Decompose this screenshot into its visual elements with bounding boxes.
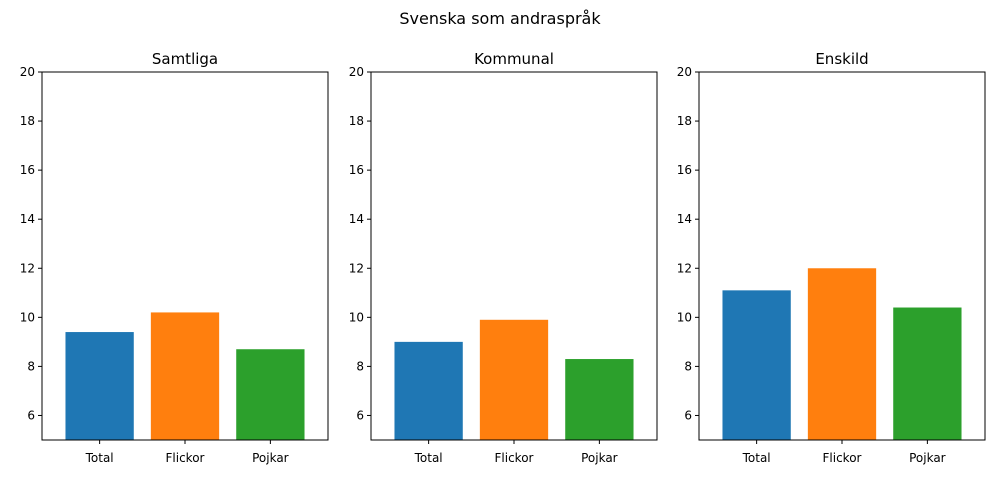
x-tick-label: Pojkar [909,451,946,465]
subplot-title: Samtliga [152,50,218,68]
y-tick-label: 20 [349,65,364,79]
y-tick-label: 6 [684,408,692,422]
y-tick-label: 16 [349,163,364,177]
x-tick-label: Total [742,451,771,465]
y-tick-label: 8 [27,359,35,373]
y-tick-label: 8 [356,359,364,373]
y-tick-label: 16 [677,163,692,177]
x-tick-label: Flickor [166,451,205,465]
bar-pojkar [236,349,305,440]
x-tick-label: Flickor [495,451,534,465]
bar-flickor [150,312,220,440]
bar-pojkar [565,359,634,440]
x-tick-label: Pojkar [581,451,618,465]
y-tick-label: 14 [20,212,35,226]
bar-pojkar [893,307,962,440]
subplot-2: Enskild Total Flickor Pojkar 6 8 10 12 14 16 18 20 [677,50,986,465]
y-tick-label: 12 [677,261,692,275]
bar-flickor [807,268,877,440]
y-tick-label: 10 [349,310,364,324]
x-tick-label: Flickor [823,451,862,465]
y-tick-label: 14 [677,212,692,226]
y-tick-label: 18 [677,114,692,128]
y-tick-label: 12 [20,261,35,275]
y-tick-label: 12 [349,261,364,275]
bar-flickor [479,319,549,440]
subplot-title: Kommunal [474,50,554,68]
bar-total [65,332,134,440]
plot-frame [41,71,329,441]
x-tick-label: Total [414,451,443,465]
plot-frame [370,71,658,441]
y-tick-label: 18 [20,114,35,128]
y-tick-label: 16 [20,163,35,177]
plot-frame [698,71,986,441]
y-tick-label: 6 [356,408,364,422]
bar-total [394,341,463,440]
subplot-title: Enskild [815,50,868,68]
bar-total [722,290,791,440]
y-tick-label: 6 [27,408,35,422]
y-tick-label: 20 [677,65,692,79]
subplot-0: Samtliga Total Flickor Pojkar 6 8 10 12 14 16 18 20 [20,50,329,465]
figure-title: Svenska som andraspråk [399,9,601,28]
y-tick-label: 8 [684,359,692,373]
subplot-1: Kommunal Total Flickor Pojkar 6 8 10 12 14 16 18 20 [349,50,658,465]
y-tick-label: 10 [677,310,692,324]
y-tick-label: 20 [20,65,35,79]
y-tick-label: 10 [20,310,35,324]
x-tick-label: Total [85,451,114,465]
y-tick-label: 14 [349,212,364,226]
y-tick-label: 18 [349,114,364,128]
x-tick-label: Pojkar [252,451,289,465]
